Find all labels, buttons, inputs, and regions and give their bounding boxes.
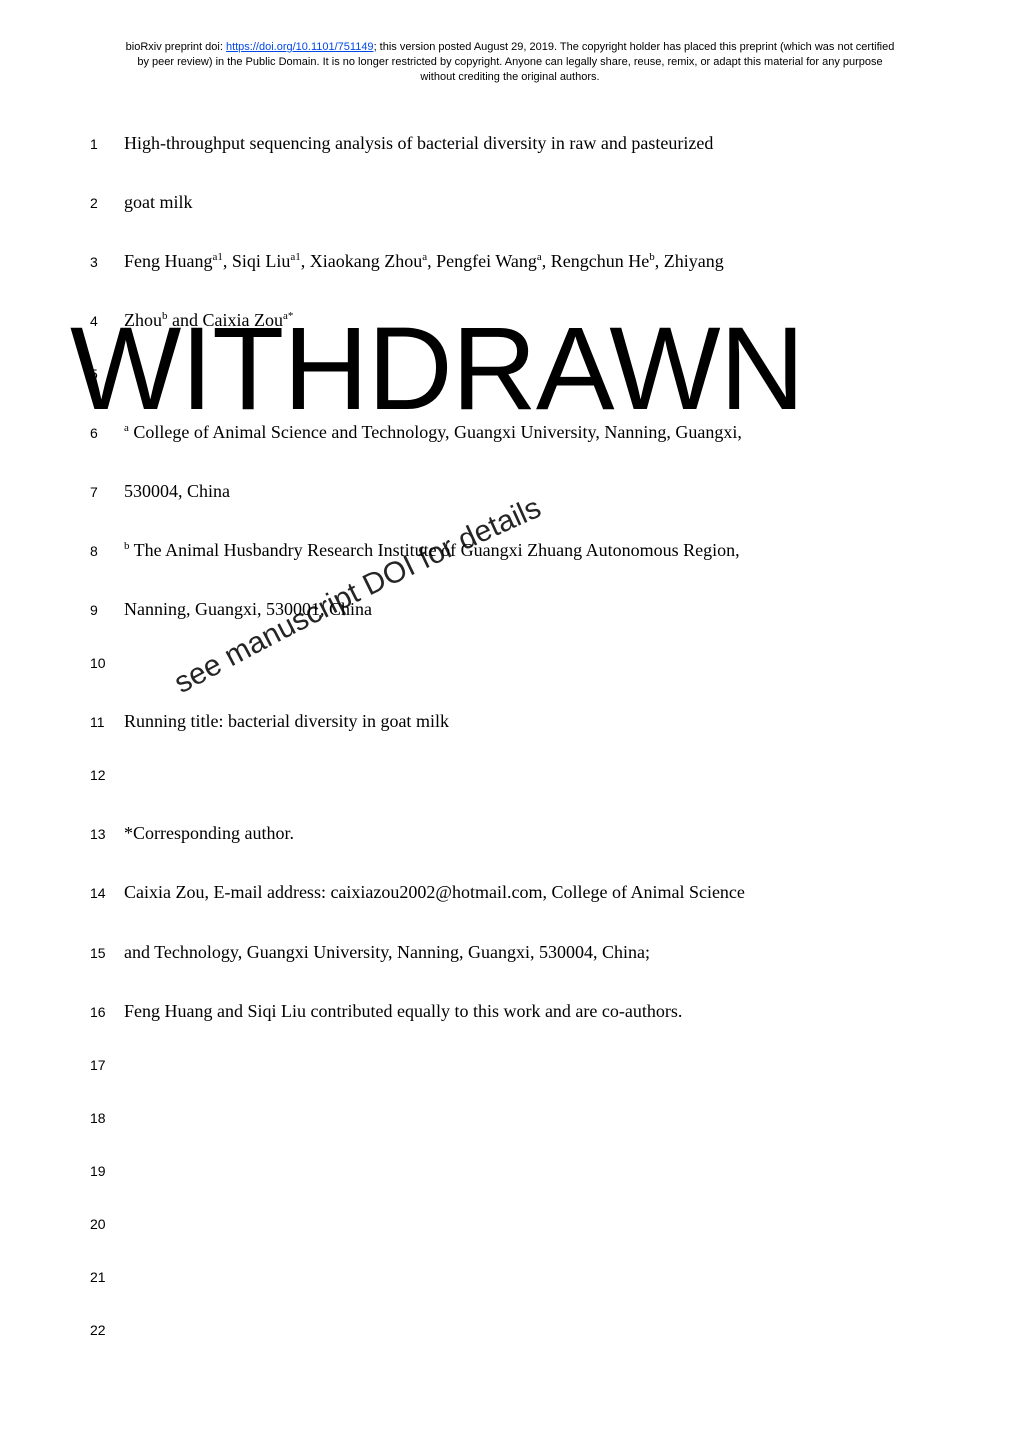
line-number: 20 [90, 1216, 124, 1232]
line-text: Zhoub and Caixia Zoua* [124, 307, 930, 333]
line-row: 16Feng Huang and Siqi Liu contributed eq… [90, 998, 930, 1024]
line-row: 21 [90, 1269, 930, 1289]
manuscript-body: 1High-throughput sequencing analysis of … [90, 130, 930, 1342]
line-row: 7530004, China [90, 478, 930, 504]
line-row: 17 [90, 1057, 930, 1077]
line-text: b The Animal Husbandry Research Institut… [124, 537, 930, 563]
line-number: 12 [90, 767, 124, 783]
line-number: 7 [90, 484, 124, 500]
line-number: 14 [90, 885, 124, 901]
line-row: 9Nanning, Guangxi, 530001, China [90, 596, 930, 622]
line-number: 8 [90, 543, 124, 559]
line-row: 14Caixia Zou, E-mail address: caixiazou2… [90, 879, 930, 905]
line-row: 13*Corresponding author. [90, 820, 930, 846]
line-number: 18 [90, 1110, 124, 1126]
line-row: 12 [90, 767, 930, 787]
line-text: Caixia Zou, E-mail address: caixiazou200… [124, 879, 930, 905]
preprint-header: bioRxiv preprint doi: https://doi.org/10… [90, 40, 930, 85]
line-number: 21 [90, 1269, 124, 1285]
line-row: 1High-throughput sequencing analysis of … [90, 130, 930, 156]
line-row: 5 [90, 366, 930, 386]
page-container: bioRxiv preprint doi: https://doi.org/10… [0, 0, 1020, 1435]
line-row: 10 [90, 655, 930, 675]
line-number: 15 [90, 945, 124, 961]
line-number: 5 [90, 366, 124, 382]
line-text: High-throughput sequencing analysis of b… [124, 130, 930, 156]
line-number: 9 [90, 602, 124, 618]
line-row: 20 [90, 1216, 930, 1236]
line-text: Nanning, Guangxi, 530001, China [124, 596, 930, 622]
line-row: 3Feng Huanga1, Siqi Liua1, Xiaokang Zhou… [90, 248, 930, 274]
doi-link[interactable]: https://doi.org/10.1101/751149 [226, 41, 374, 53]
line-row: 8b The Animal Husbandry Research Institu… [90, 537, 930, 563]
line-text: a College of Animal Science and Technolo… [124, 419, 930, 445]
line-row: 19 [90, 1163, 930, 1183]
line-number: 3 [90, 254, 124, 270]
line-number: 11 [90, 714, 124, 730]
line-text: goat milk [124, 189, 930, 215]
line-row: 15and Technology, Guangxi University, Na… [90, 939, 930, 965]
line-text: Feng Huanga1, Siqi Liua1, Xiaokang Zhoua… [124, 248, 930, 274]
line-number: 2 [90, 195, 124, 211]
line-row: 4Zhoub and Caixia Zoua* [90, 307, 930, 333]
line-number: 19 [90, 1163, 124, 1179]
line-number: 22 [90, 1322, 124, 1338]
line-row: 22 [90, 1322, 930, 1342]
line-number: 1 [90, 136, 124, 152]
line-number: 16 [90, 1004, 124, 1020]
line-number: 17 [90, 1057, 124, 1073]
line-row: 6a College of Animal Science and Technol… [90, 419, 930, 445]
line-number: 4 [90, 313, 124, 329]
line-text: Feng Huang and Siqi Liu contributed equa… [124, 998, 930, 1024]
preprint-prefix: bioRxiv preprint doi: [126, 41, 226, 53]
line-number: 13 [90, 826, 124, 842]
line-text: and Technology, Guangxi University, Nann… [124, 939, 930, 965]
line-row: 11Running title: bacterial diversity in … [90, 708, 930, 734]
line-text: Running title: bacterial diversity in go… [124, 708, 930, 734]
line-row: 18 [90, 1110, 930, 1130]
line-text: 530004, China [124, 478, 930, 504]
line-text: *Corresponding author. [124, 820, 930, 846]
line-row: 2goat milk [90, 189, 930, 215]
line-number: 10 [90, 655, 124, 671]
line-number: 6 [90, 425, 124, 441]
